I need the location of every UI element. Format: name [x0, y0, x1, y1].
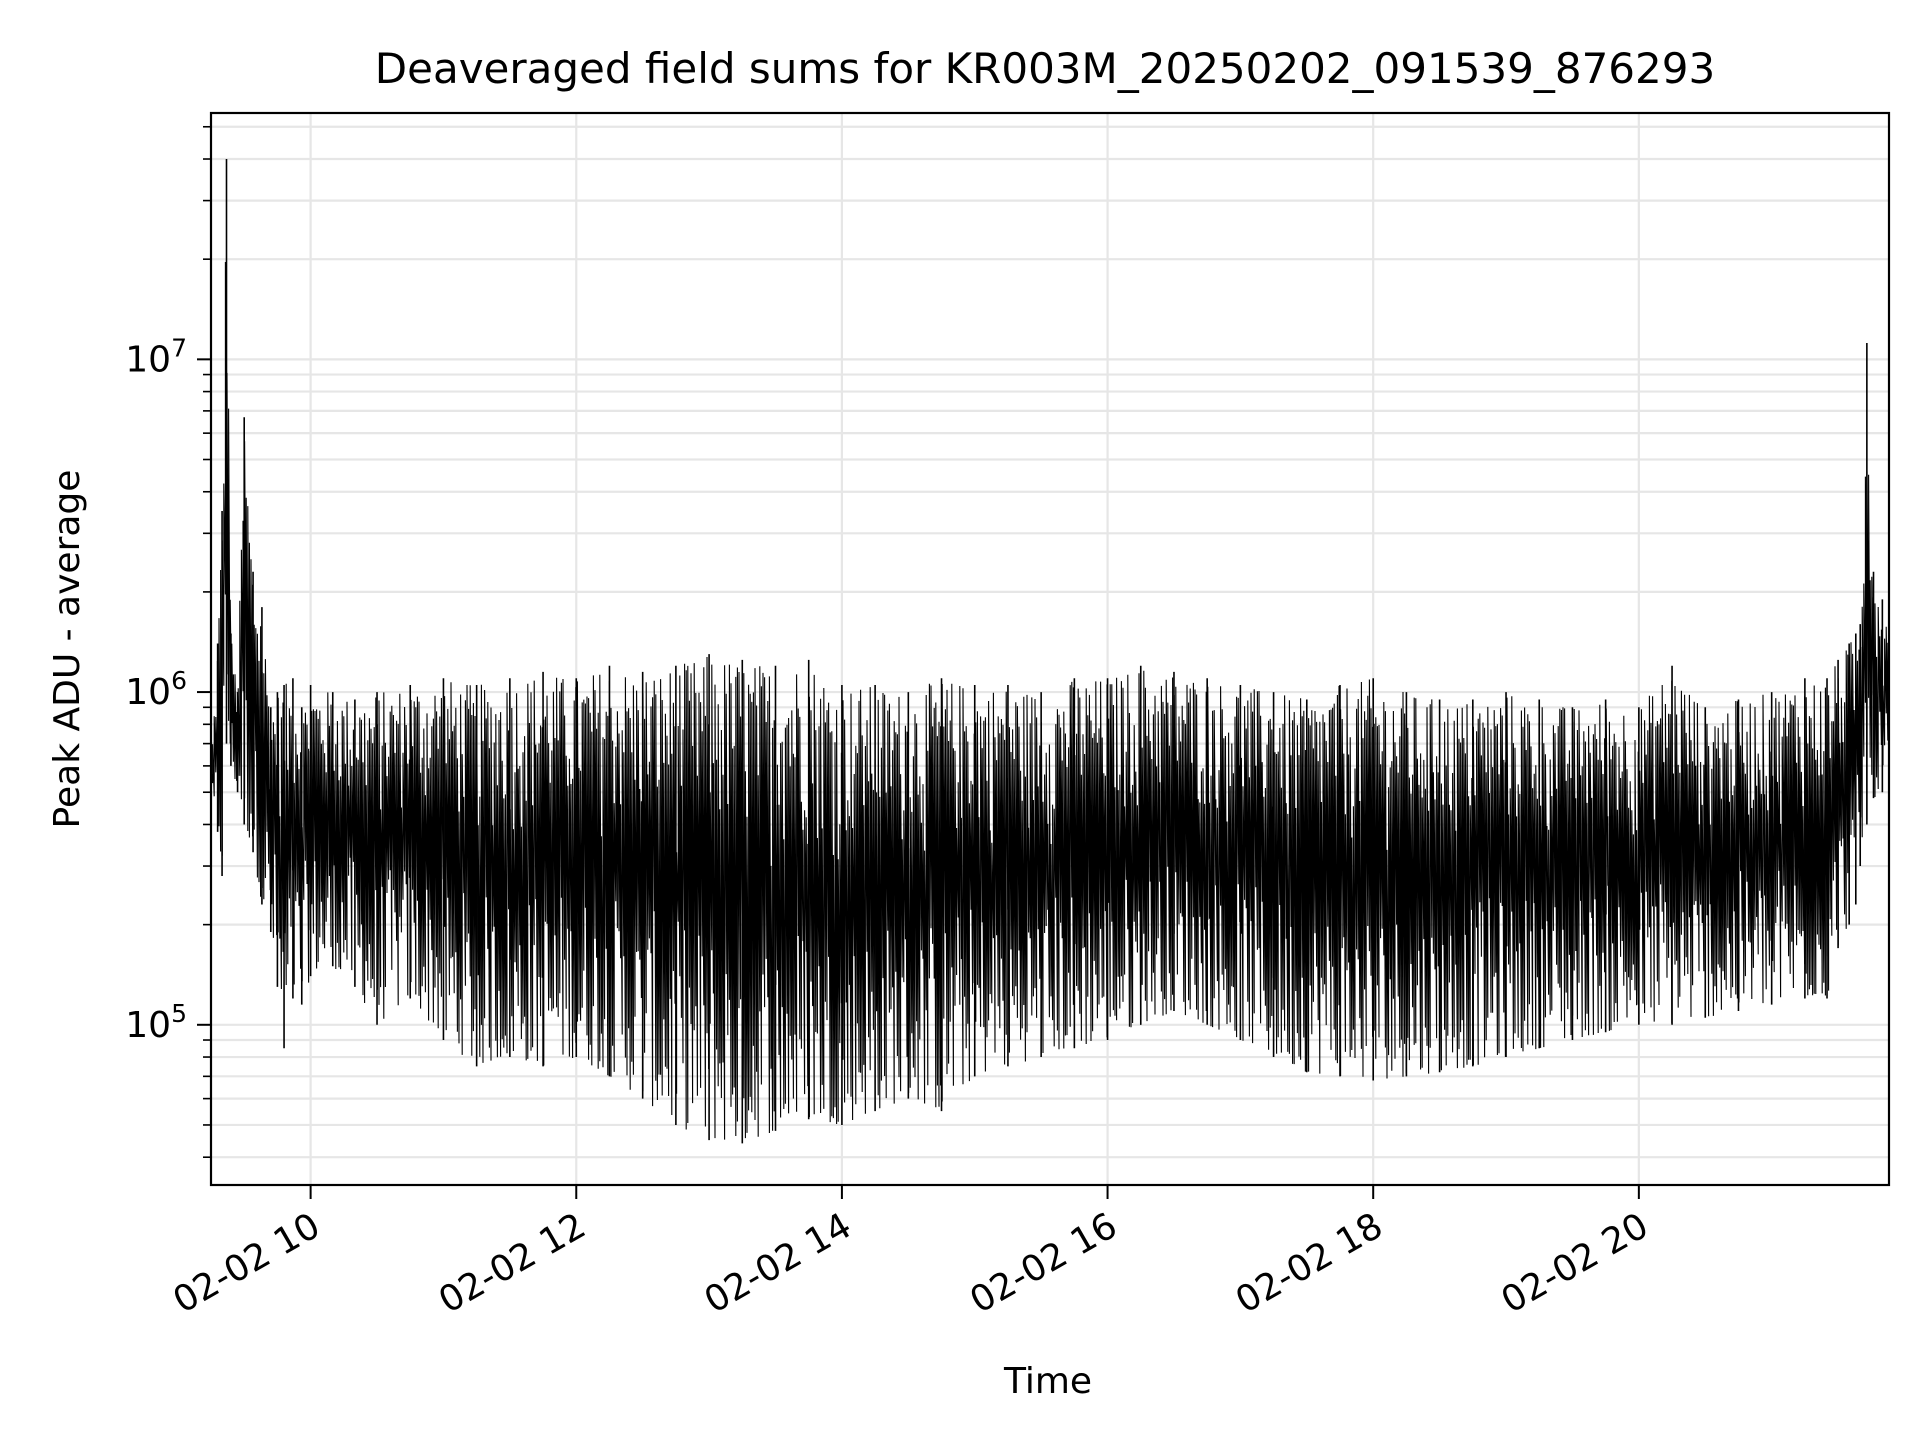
y-tick-label: 105	[125, 999, 187, 1046]
chart-title: Deaveraged field sums for KR003M_2025020…	[375, 44, 1715, 93]
y-axis-label: Peak ADU - average	[47, 470, 88, 829]
y-tick-label: 107	[125, 333, 187, 380]
y-tick-label: 106	[125, 666, 187, 713]
data-series	[210, 159, 1890, 1144]
data-line	[210, 261, 1889, 1140]
x-axis-label: Time	[1003, 1361, 1092, 1402]
plot-frame	[209, 111, 1891, 1187]
